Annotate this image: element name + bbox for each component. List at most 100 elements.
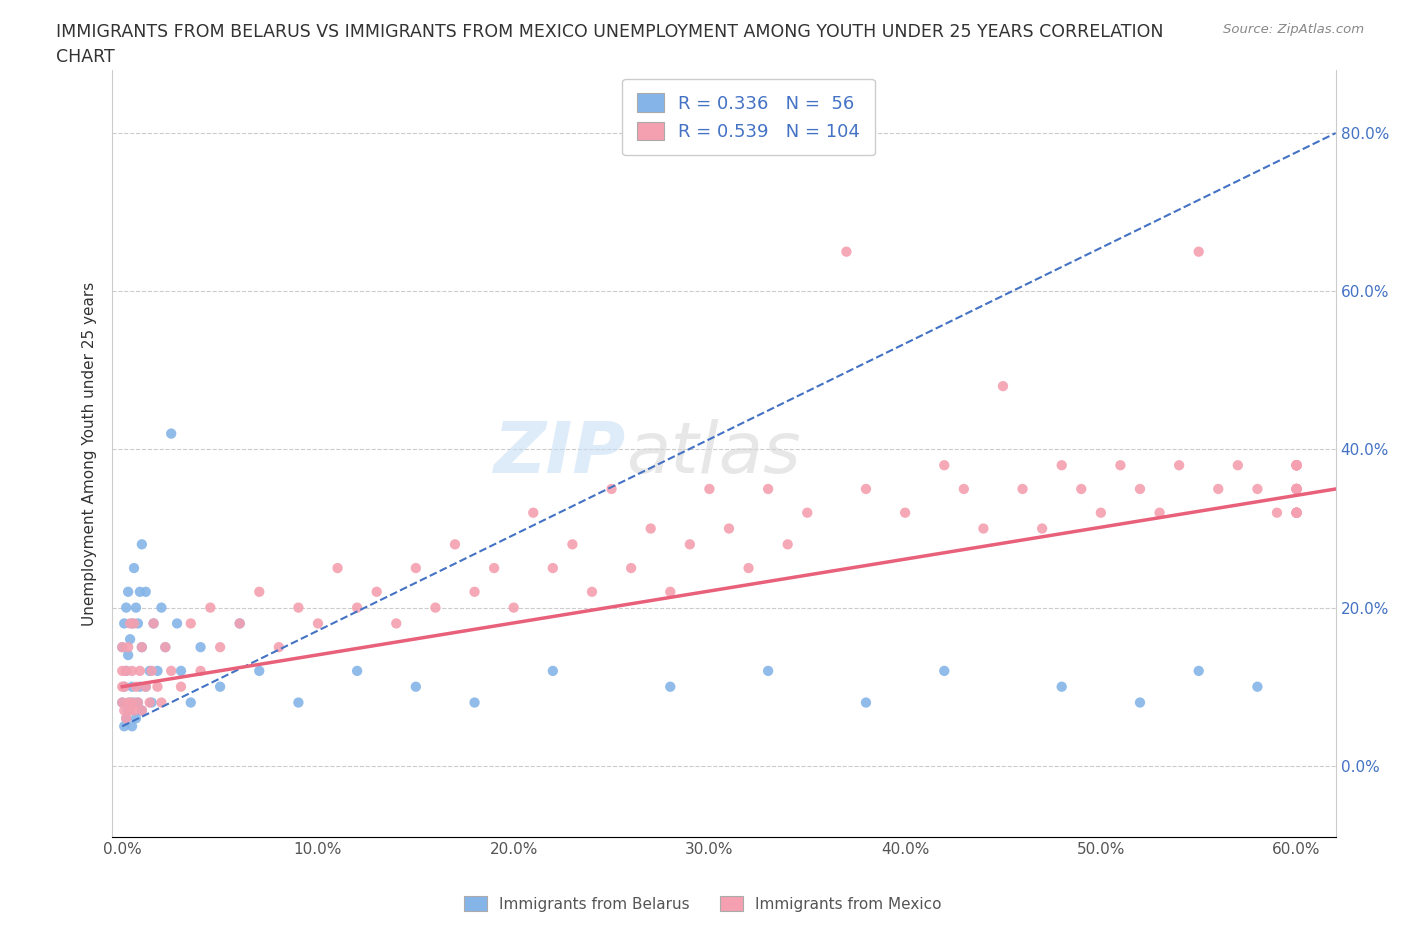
Point <box>141 695 163 710</box>
Point <box>287 695 309 710</box>
Point <box>1285 458 1308 472</box>
Point <box>346 600 368 615</box>
Point <box>127 616 149 631</box>
Point <box>581 584 603 599</box>
Point <box>640 521 662 536</box>
Legend: R = 0.336   N =  56, R = 0.539   N = 104: R = 0.336 N = 56, R = 0.539 N = 104 <box>623 79 875 155</box>
Point <box>155 640 177 655</box>
Point <box>115 600 138 615</box>
Point <box>120 703 142 718</box>
Point <box>142 616 165 631</box>
Point <box>111 663 134 678</box>
Point <box>115 711 138 725</box>
Point <box>127 695 149 710</box>
Point <box>125 679 148 694</box>
Point <box>541 663 564 678</box>
Point <box>115 663 138 678</box>
Point <box>659 679 682 694</box>
Point <box>1285 458 1308 472</box>
Point <box>120 695 142 710</box>
Point <box>464 695 486 710</box>
Point <box>1090 505 1112 520</box>
Point <box>112 703 135 718</box>
Point <box>112 719 135 734</box>
Point <box>326 561 349 576</box>
Point <box>756 482 779 497</box>
Point <box>1246 679 1268 694</box>
Point <box>1109 458 1132 472</box>
Point <box>366 584 388 599</box>
Point <box>1226 458 1249 472</box>
Point <box>120 616 142 631</box>
Point <box>146 663 169 678</box>
Point <box>346 663 368 678</box>
Point <box>131 703 153 718</box>
Point <box>835 245 858 259</box>
Point <box>122 703 145 718</box>
Point <box>190 663 212 678</box>
Point <box>934 663 956 678</box>
Point <box>541 561 564 576</box>
Point <box>117 695 139 710</box>
Point <box>307 616 329 631</box>
Point <box>1050 679 1073 694</box>
Point <box>522 505 544 520</box>
Point <box>934 458 956 472</box>
Point <box>209 679 232 694</box>
Point <box>115 711 138 725</box>
Point <box>247 663 270 678</box>
Point <box>135 679 157 694</box>
Point <box>1285 505 1308 520</box>
Point <box>600 482 623 497</box>
Text: IMMIGRANTS FROM BELARUS VS IMMIGRANTS FROM MEXICO UNEMPLOYMENT AMONG YOUTH UNDER: IMMIGRANTS FROM BELARUS VS IMMIGRANTS FR… <box>56 23 1164 41</box>
Point <box>1285 482 1308 497</box>
Point <box>953 482 976 497</box>
Point <box>776 537 799 551</box>
Point <box>1070 482 1092 497</box>
Point <box>464 584 486 599</box>
Point <box>128 663 150 678</box>
Point <box>796 505 818 520</box>
Point <box>855 482 877 497</box>
Point <box>112 679 135 694</box>
Point <box>267 640 290 655</box>
Point <box>170 679 193 694</box>
Point <box>131 537 153 551</box>
Point <box>1285 505 1308 520</box>
Point <box>228 616 250 631</box>
Point <box>170 663 193 678</box>
Point <box>1285 482 1308 497</box>
Point <box>756 663 779 678</box>
Point <box>131 640 153 655</box>
Point <box>121 679 143 694</box>
Point <box>117 584 139 599</box>
Point <box>125 600 148 615</box>
Point <box>405 561 427 576</box>
Point <box>121 695 143 710</box>
Point <box>699 482 721 497</box>
Point <box>121 663 143 678</box>
Point <box>180 695 202 710</box>
Point <box>444 537 467 551</box>
Point <box>405 679 427 694</box>
Point <box>385 616 408 631</box>
Point <box>991 379 1014 393</box>
Point <box>287 600 309 615</box>
Point <box>146 679 169 694</box>
Point <box>128 679 150 694</box>
Point <box>135 584 157 599</box>
Point <box>138 695 160 710</box>
Point <box>111 640 134 655</box>
Point <box>1285 482 1308 497</box>
Point <box>200 600 222 615</box>
Point <box>150 695 173 710</box>
Point <box>122 616 145 631</box>
Point <box>131 640 153 655</box>
Point <box>1246 482 1268 497</box>
Point <box>121 616 143 631</box>
Point <box>1285 458 1308 472</box>
Point <box>482 561 505 576</box>
Point <box>120 631 142 646</box>
Point <box>122 561 145 576</box>
Point <box>1129 695 1152 710</box>
